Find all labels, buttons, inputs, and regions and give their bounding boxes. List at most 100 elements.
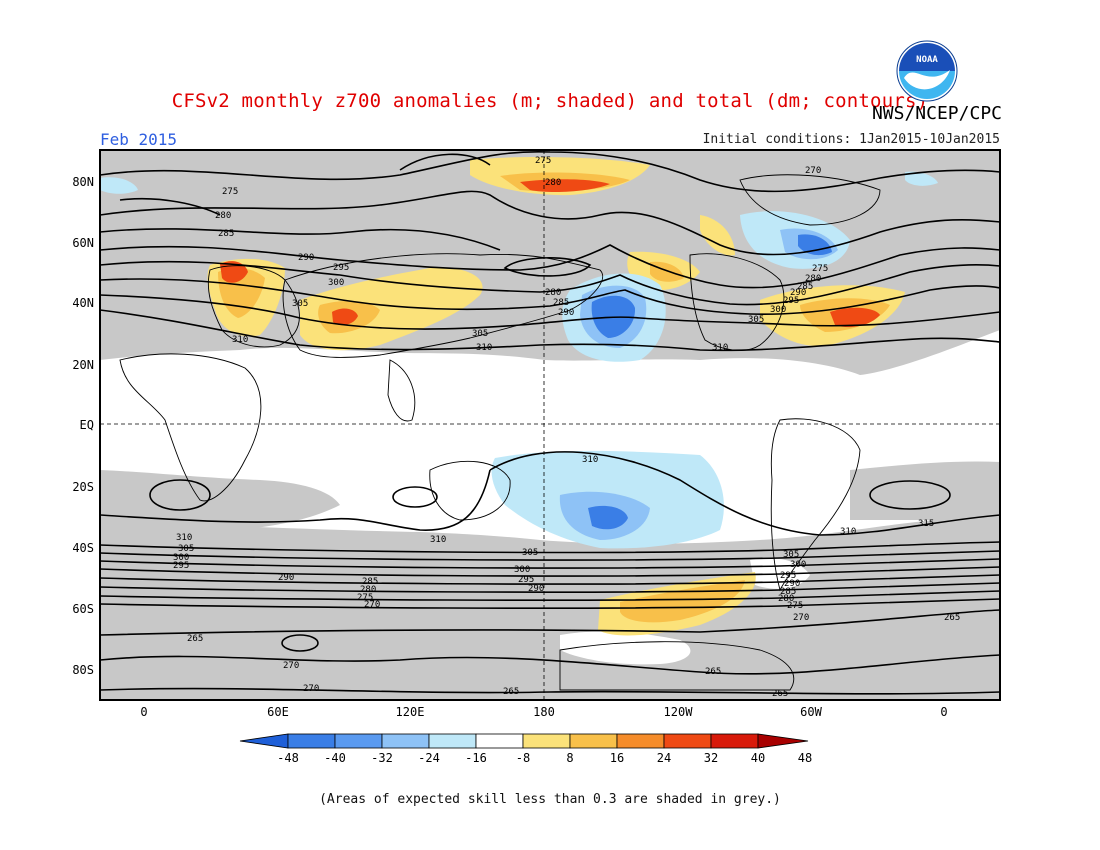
- contour-label: 295: [783, 296, 799, 306]
- lon-label: 0: [940, 705, 947, 719]
- contour-label: 310: [430, 535, 446, 545]
- map-frame: [99, 149, 1001, 701]
- contour-label: 305: [178, 544, 194, 554]
- initial-conditions: Initial conditions: 1Jan2015-10Jan2015: [702, 132, 1000, 147]
- contour-label: 305: [783, 550, 799, 560]
- colorbar: -48 -40 -32 -24 -16 -8 8 16 24 32 40 48: [239, 733, 812, 765]
- lon-label: 120E: [396, 705, 425, 719]
- colorbar-swatch: [569, 733, 618, 749]
- contour-label: 295: [333, 263, 349, 273]
- colorbar-tick-label: 48: [798, 751, 812, 765]
- colorbar-tick-label: 16: [610, 751, 624, 765]
- colorbar-right-arrow: [757, 733, 809, 749]
- contour-label: 285: [362, 577, 378, 587]
- colorbar-tick-label: -32: [371, 751, 393, 765]
- colorbar-tick-label: -16: [465, 751, 487, 765]
- lat-label: 80N: [72, 175, 94, 189]
- contour-label: 310: [232, 335, 248, 345]
- colorbar-swatch: [334, 733, 383, 749]
- contour-label: 275: [357, 593, 373, 603]
- contour-label: 310: [176, 533, 192, 543]
- contour-label: 275: [222, 187, 238, 197]
- contour-label: 290: [528, 584, 544, 594]
- chart-title: CFSv2 monthly z700 anomalies (m; shaded)…: [171, 90, 929, 112]
- contour-labels: 275 280 270 275 280 285 290 295 300 305 …: [173, 156, 960, 699]
- contour-label: 300: [790, 560, 806, 570]
- colorbar-tick-label: 32: [704, 751, 718, 765]
- contour-label: 265: [187, 634, 203, 644]
- longitude-labels: 0 60E 120E 180 120W 60W 0: [140, 705, 947, 719]
- contour-label: 275: [812, 264, 828, 274]
- map-panel: [100, 150, 1000, 700]
- contour-label: 310: [840, 527, 856, 537]
- contour-label: 290: [278, 573, 294, 583]
- lat-label: 20S: [72, 480, 94, 494]
- contour-label: 300: [173, 553, 189, 563]
- contour-label: 295: [780, 571, 796, 581]
- lat-label: 60S: [72, 602, 94, 616]
- colorbar-tick-label: -24: [418, 751, 440, 765]
- contour-label: 270: [805, 166, 821, 176]
- lon-label: 120W: [664, 705, 694, 719]
- lat-label: EQ: [80, 418, 94, 432]
- contour-label: 290: [298, 253, 314, 263]
- contour-label: 285: [797, 282, 813, 292]
- lon-label: 60E: [267, 705, 289, 719]
- contour-label: 280: [545, 288, 561, 298]
- contour-label: 315: [918, 519, 934, 529]
- height-contours: [100, 150, 1000, 695]
- grid-lines: [100, 150, 1000, 700]
- contour-label: 270: [303, 684, 319, 694]
- contour-label: 265: [772, 689, 788, 699]
- contour-label: 290: [790, 288, 806, 298]
- contour-label: 280: [805, 274, 821, 284]
- latitude-labels: 80N 60N 40N 20N EQ 20S 40S 60S 80S: [72, 175, 94, 677]
- contour-label: 265: [944, 613, 960, 623]
- contour-label: 300: [770, 305, 786, 315]
- colorbar-tick-label: -40: [324, 751, 346, 765]
- colorbar-swatch: [475, 733, 524, 749]
- contour-label: 305: [292, 299, 308, 309]
- colorbar-tick-label: 24: [657, 751, 671, 765]
- contour-label: 280: [360, 585, 376, 595]
- colorbar-tick-label: -48: [277, 751, 299, 765]
- colorbar-tick-label: -8: [516, 751, 530, 765]
- colorbar-left-arrow: [239, 733, 289, 749]
- lat-label: 40S: [72, 541, 94, 555]
- contour-label: 310: [712, 343, 728, 353]
- contour-label: 310: [476, 343, 492, 353]
- contour-label: 270: [364, 600, 380, 610]
- colorbar-swatch: [381, 733, 430, 749]
- colorbar-swatch: [710, 733, 759, 749]
- contour-label: 305: [522, 548, 538, 558]
- contour-label: 280: [778, 594, 794, 604]
- contour-label: 305: [472, 329, 488, 339]
- colorbar-swatch: [663, 733, 712, 749]
- colorbar-tick-label: 40: [751, 751, 765, 765]
- lon-label: 180: [533, 705, 555, 719]
- colorbar-tick-label: 8: [566, 751, 573, 765]
- noaa-logo: NOAA: [896, 40, 958, 102]
- lon-label: 60W: [800, 705, 822, 719]
- contour-label: 300: [514, 565, 530, 575]
- contour-label: 290: [558, 308, 574, 318]
- lat-label: 60N: [72, 236, 94, 250]
- colorbar-swatch: [428, 733, 477, 749]
- lat-label: 80S: [72, 663, 94, 677]
- contour-label: 275: [787, 601, 803, 611]
- contour-label: 295: [518, 575, 534, 585]
- contour-label: 285: [553, 298, 569, 308]
- agency-label: NWS/NCEP/CPC: [871, 103, 1002, 124]
- contour-label: 305: [748, 315, 764, 325]
- colorbar-swatch: [616, 733, 665, 749]
- colorbar-swatch: [287, 733, 336, 749]
- contour-label: 300: [328, 278, 344, 288]
- lat-label: 20N: [72, 358, 94, 372]
- contour-label: 310: [582, 455, 598, 465]
- contour-label: 270: [793, 613, 809, 623]
- contour-label: 280: [215, 211, 231, 221]
- contour-label: 285: [218, 229, 234, 239]
- contour-label: 285: [780, 587, 796, 597]
- contour-label: 280: [545, 178, 561, 188]
